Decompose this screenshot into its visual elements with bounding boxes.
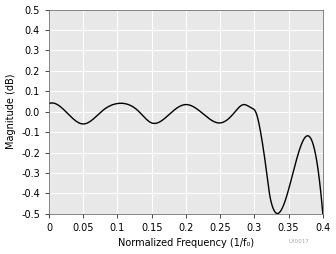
X-axis label: Normalized Frequency (1/f₀): Normalized Frequency (1/f₀) xyxy=(118,239,254,248)
Text: LX0017: LX0017 xyxy=(288,239,309,244)
Y-axis label: Magnitude (dB): Magnitude (dB) xyxy=(6,74,15,149)
